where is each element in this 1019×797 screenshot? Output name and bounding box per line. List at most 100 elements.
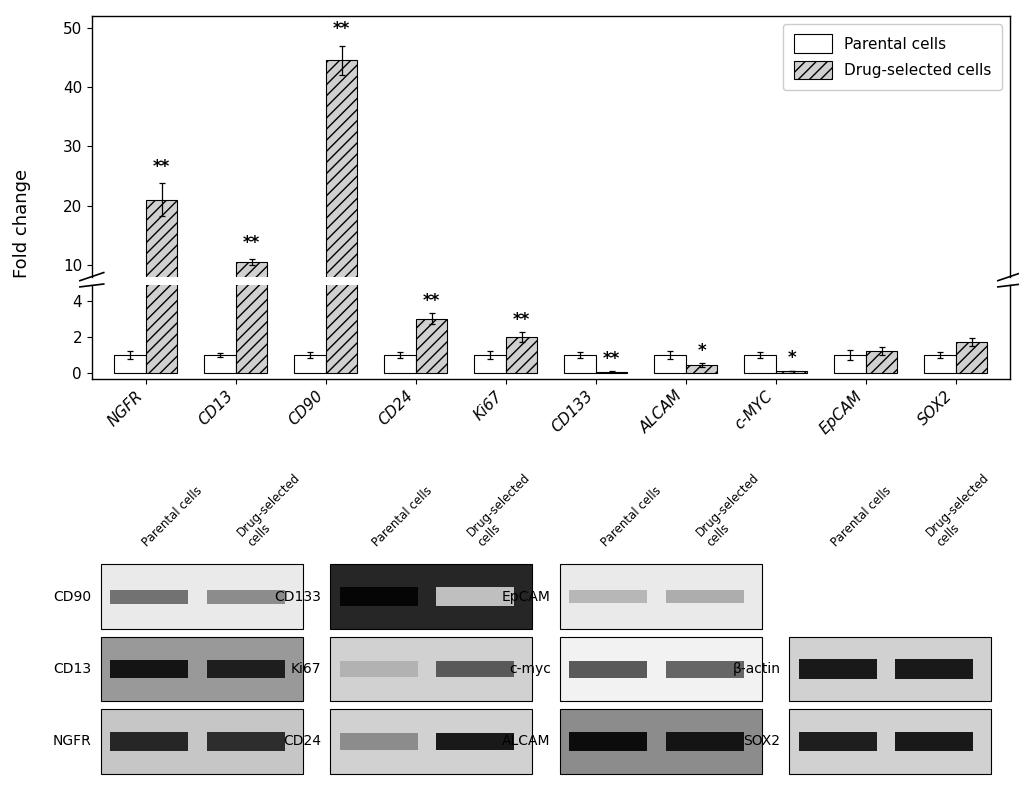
Text: *: *: [787, 349, 795, 367]
Bar: [416, 319, 447, 373]
Text: Drug-selected
cells: Drug-selected cells: [464, 470, 543, 549]
Text: Parental cells: Parental cells: [598, 485, 663, 549]
Bar: [146, 199, 177, 324]
Text: CD24: CD24: [283, 735, 321, 748]
Text: CD13: CD13: [54, 662, 92, 676]
Text: Fold change: Fold change: [13, 169, 32, 277]
Bar: [569, 661, 647, 677]
Text: **: **: [513, 311, 530, 328]
Bar: [339, 733, 418, 750]
Bar: [325, 61, 357, 324]
Text: Drug-selected
cells: Drug-selected cells: [234, 470, 314, 549]
Legend: Parental cells, Drug-selected cells: Parental cells, Drug-selected cells: [783, 24, 1002, 90]
Text: EpCAM: EpCAM: [501, 590, 550, 604]
Bar: [206, 590, 284, 604]
Text: β-actin: β-actin: [732, 662, 780, 676]
Bar: [505, 337, 537, 373]
Text: **: **: [602, 350, 620, 368]
Bar: [294, 355, 325, 373]
Bar: [206, 660, 284, 678]
Bar: [204, 318, 235, 324]
Bar: [436, 733, 514, 750]
Text: CD90: CD90: [54, 590, 92, 604]
Bar: [664, 661, 743, 677]
Bar: [923, 318, 955, 324]
Bar: [559, 637, 761, 701]
Bar: [114, 355, 146, 373]
Bar: [330, 637, 532, 701]
Text: ALCAM: ALCAM: [501, 735, 550, 748]
Bar: [595, 371, 627, 373]
Bar: [895, 659, 972, 679]
Bar: [206, 732, 284, 751]
Text: **: **: [243, 234, 260, 252]
Bar: [923, 355, 955, 373]
Bar: [114, 318, 146, 324]
Bar: [559, 709, 761, 774]
Bar: [564, 355, 595, 373]
Bar: [775, 371, 806, 373]
Text: Drug-selected
cells: Drug-selected cells: [693, 470, 772, 549]
Bar: [789, 637, 990, 701]
Bar: [416, 306, 447, 324]
Text: **: **: [153, 158, 170, 176]
Bar: [789, 709, 990, 774]
Bar: [564, 318, 595, 324]
Text: CD133: CD133: [274, 590, 321, 604]
Bar: [330, 709, 532, 774]
Bar: [235, 261, 267, 324]
Bar: [101, 637, 303, 701]
Text: **: **: [423, 292, 440, 310]
Bar: [294, 318, 325, 324]
Bar: [339, 587, 418, 607]
Bar: [110, 590, 187, 604]
Bar: [955, 343, 986, 373]
Bar: [474, 318, 505, 324]
Bar: [664, 591, 743, 603]
Text: **: **: [332, 21, 350, 38]
Bar: [474, 355, 505, 373]
Bar: [798, 732, 876, 751]
Bar: [559, 564, 761, 629]
Bar: [865, 316, 897, 324]
Bar: [569, 591, 647, 603]
Bar: [110, 732, 187, 751]
Bar: [798, 659, 876, 679]
Bar: [834, 318, 865, 324]
Bar: [110, 660, 187, 678]
Text: SOX2: SOX2: [743, 735, 780, 748]
Text: Ki67: Ki67: [290, 662, 321, 676]
Bar: [685, 321, 716, 324]
Text: Parental cells: Parental cells: [827, 485, 893, 549]
Bar: [436, 662, 514, 677]
Bar: [101, 564, 303, 629]
Bar: [505, 312, 537, 324]
Text: *: *: [697, 342, 705, 359]
Bar: [744, 355, 775, 373]
Bar: [569, 732, 647, 751]
Bar: [653, 355, 685, 373]
Bar: [744, 318, 775, 324]
Bar: [895, 732, 972, 751]
Bar: [436, 587, 514, 607]
Bar: [384, 355, 416, 373]
Bar: [664, 732, 743, 751]
Bar: [653, 318, 685, 324]
Bar: [204, 355, 235, 373]
Bar: [146, 0, 177, 373]
Bar: [339, 662, 418, 677]
Text: Parental cells: Parental cells: [369, 485, 434, 549]
Bar: [235, 183, 267, 373]
Text: NGFR: NGFR: [53, 735, 92, 748]
Bar: [955, 314, 986, 324]
Text: Drug-selected
cells: Drug-selected cells: [922, 470, 1002, 549]
Bar: [325, 0, 357, 373]
Bar: [330, 564, 532, 629]
Bar: [101, 709, 303, 774]
Bar: [865, 351, 897, 373]
Text: c-myc: c-myc: [508, 662, 550, 676]
Text: Parental cells: Parental cells: [140, 485, 205, 549]
Bar: [685, 365, 716, 373]
Bar: [834, 355, 865, 373]
Bar: [384, 318, 416, 324]
